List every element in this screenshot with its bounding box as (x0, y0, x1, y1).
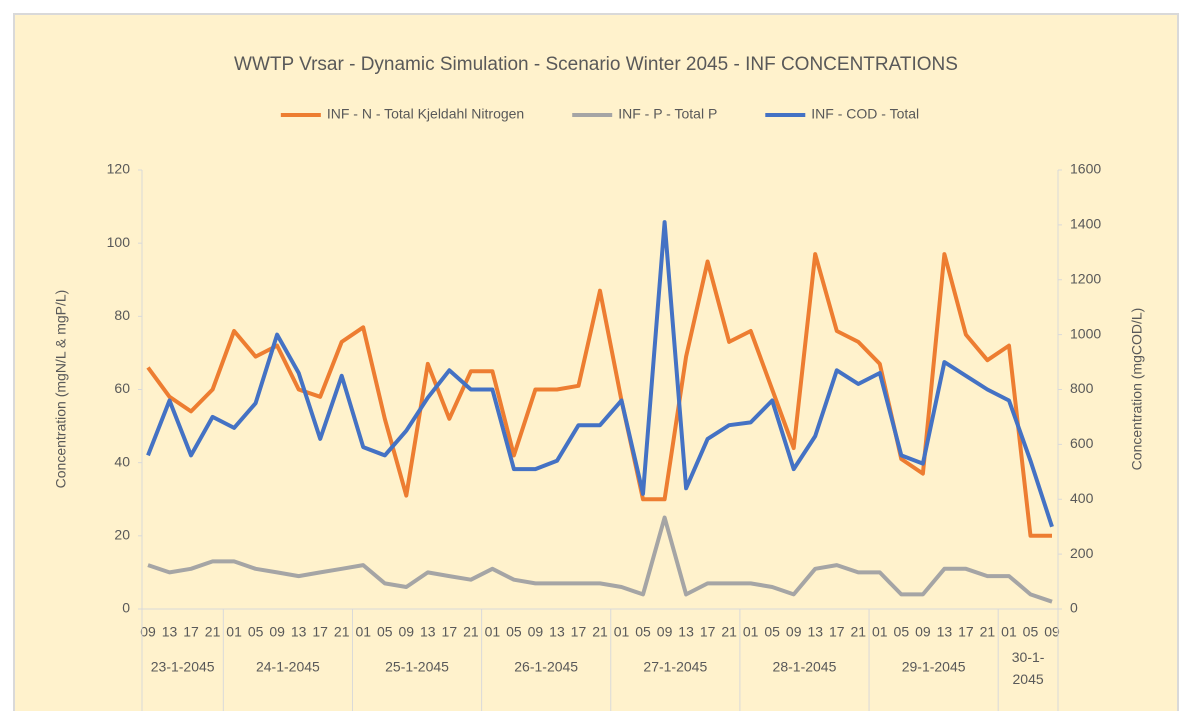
x-tick-label: 05 (506, 624, 522, 640)
x-tick-label: 13 (807, 624, 823, 640)
x-tick-label: 05 (764, 624, 780, 640)
x-group-label: 28-1-2045 (773, 659, 837, 675)
x-tick-label: 05 (1023, 624, 1039, 640)
x-tick-label: 09 (140, 624, 156, 640)
x-tick-label: 17 (442, 624, 458, 640)
y-tick-label: 20 (114, 527, 130, 543)
legend-label: INF - COD - Total (811, 106, 919, 122)
x-tick-label: 17 (700, 624, 716, 640)
x-tick-label: 09 (786, 624, 802, 640)
y2-tick-label: 1000 (1070, 325, 1101, 341)
x-tick-label: 17 (183, 624, 199, 640)
y2-tick-label: 1200 (1070, 270, 1101, 286)
x-tick-label: 17 (571, 624, 587, 640)
x-tick-label: 09 (269, 624, 285, 640)
x-tick-label: 13 (291, 624, 307, 640)
x-tick-label: 09 (1044, 624, 1060, 640)
y2-tick-label: 600 (1070, 435, 1094, 451)
series-line (146, 220, 1054, 528)
x-group-label: 26-1-2045 (514, 659, 578, 675)
y-tick-label: 40 (114, 453, 130, 469)
x-tick-label: 21 (721, 624, 737, 640)
x-tick-label: 05 (635, 624, 651, 640)
series-line (147, 515, 1053, 604)
y2-tick-label: 200 (1070, 545, 1094, 561)
x-tick-label: 05 (248, 624, 264, 640)
x-group-label-line: 30-1- (1012, 649, 1045, 665)
x-tick-label: 01 (485, 624, 501, 640)
x-tick-label: 21 (205, 624, 221, 640)
y2-tick-label: 800 (1070, 380, 1094, 396)
x-tick-label: 09 (657, 624, 673, 640)
x-tick-label: 13 (937, 624, 953, 640)
x-tick-label: 17 (312, 624, 328, 640)
x-tick-label: 13 (420, 624, 436, 640)
series-line (146, 252, 1052, 538)
x-tick-label: 21 (592, 624, 608, 640)
x-tick-label: 13 (678, 624, 694, 640)
x-tick-label: 01 (226, 624, 242, 640)
y-axis-title: Concentration (mgN/L & mgP/L) (53, 290, 69, 489)
y2-tick-label: 1600 (1070, 161, 1101, 177)
x-group-label: 24-1-2045 (256, 659, 320, 675)
x-tick-label: 21 (850, 624, 866, 640)
y2-tick-label: 400 (1070, 490, 1094, 506)
y-tick-label: 100 (107, 234, 131, 250)
x-tick-label: 21 (980, 624, 996, 640)
y-tick-label: 80 (114, 307, 130, 323)
x-tick-label: 01 (872, 624, 888, 640)
y2-axis-title: Concentration (mgCOD/L) (1129, 308, 1145, 471)
x-tick-label: 05 (377, 624, 393, 640)
x-tick-label: 21 (463, 624, 479, 640)
x-tick-label: 01 (743, 624, 759, 640)
x-group-label: 30-1- 2045 (1012, 649, 1045, 687)
x-tick-label: 09 (398, 624, 414, 640)
x-tick-label: 01 (1001, 624, 1017, 640)
legend-label: INF - P - Total P (618, 106, 717, 122)
x-tick-label: 01 (355, 624, 371, 640)
chart-background (13, 13, 1179, 711)
x-tick-label: 01 (614, 624, 630, 640)
y-tick-label: 0 (122, 600, 130, 616)
y-tick-label: 120 (107, 161, 131, 177)
x-tick-label: 17 (829, 624, 845, 640)
x-tick-label: 21 (334, 624, 350, 640)
x-tick-label: 17 (958, 624, 974, 640)
y2-tick-label: 1400 (1070, 216, 1101, 232)
x-tick-label: 09 (528, 624, 544, 640)
x-tick-label: 13 (549, 624, 565, 640)
x-tick-label: 09 (915, 624, 931, 640)
x-tick-label: 13 (162, 624, 178, 640)
legend-label: INF - N - Total Kjeldahl Nitrogen (327, 106, 524, 122)
x-group-label-line: 2045 (1013, 671, 1044, 687)
x-group-label: 29-1-2045 (902, 659, 966, 675)
chart-title: WWTP Vrsar - Dynamic Simulation - Scenar… (234, 54, 958, 75)
x-tick-label: 05 (894, 624, 910, 640)
legend: INF - N - Total Kjeldahl Nitrogen INF - P… (280, 106, 919, 122)
x-group-label: 25-1-2045 (385, 659, 449, 675)
y2-tick-label: 0 (1070, 600, 1078, 616)
y-tick-label: 60 (114, 380, 130, 396)
x-group-label: 23-1-2045 (151, 659, 215, 675)
x-group-label: 27-1-2045 (643, 659, 707, 675)
